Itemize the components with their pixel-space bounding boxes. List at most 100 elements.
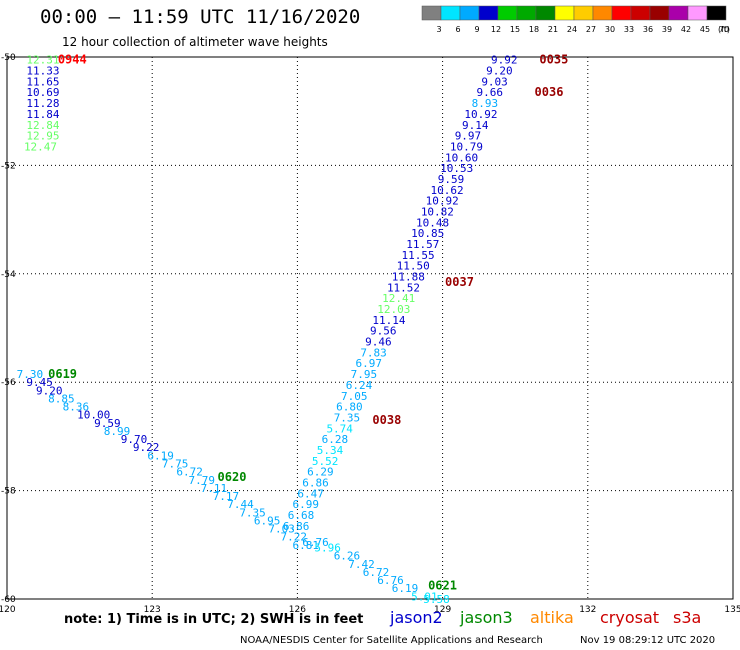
color-scale-tick: 30 <box>605 25 615 34</box>
color-scale-tick: 45 <box>700 25 710 34</box>
wave-height-label: 8.36 <box>63 401 90 414</box>
chart-subtitle: 12 hour collection of altimeter wave hei… <box>62 35 328 49</box>
wave-height-label: 11.65 <box>26 75 59 88</box>
wave-height-label: 6.72 <box>176 466 203 479</box>
color-scale-swatch <box>592 5 613 21</box>
footer-timestamp: Nov 19 08:29:12 UTC 2020 <box>580 635 716 646</box>
y-tick-label: -60 <box>1 595 16 605</box>
wave-height-label: 5.34 <box>317 444 344 457</box>
color-scale-unit: (ft) <box>718 25 730 34</box>
wave-height-label: 5.74 <box>326 422 353 435</box>
wave-height-label: 7.79 <box>189 474 216 487</box>
pass-time-label: 0944 <box>58 53 87 67</box>
wave-height-label: 7.35 <box>334 411 361 424</box>
color-scale-swatch <box>573 5 594 21</box>
wave-height-label: 7.83 <box>360 346 387 359</box>
wave-height-label: 6.86 <box>302 476 329 489</box>
wave-height-label: 6.29 <box>307 466 334 479</box>
color-scale-swatch <box>497 5 518 21</box>
color-scale-tick: 12 <box>491 25 501 34</box>
legend-altika: altika <box>530 608 574 627</box>
color-scale-tick: 3 <box>436 25 441 34</box>
pass-time-label: 0619 <box>48 367 77 381</box>
wave-height-label: 10.79 <box>450 140 483 153</box>
wave-height-label: 12.47 <box>24 140 57 153</box>
wave-height-label: 6.81 <box>293 539 320 552</box>
color-scale-tick: 21 <box>548 25 558 34</box>
wave-height-label: 6.76 <box>377 574 404 587</box>
pass-time-label: 0037 <box>445 275 474 289</box>
wave-height-label: 11.50 <box>397 260 430 273</box>
wave-height-label: 7.03 <box>268 523 295 536</box>
y-tick-label: -56 <box>1 378 16 388</box>
wave-height-label: 7.05 <box>341 390 368 403</box>
wave-height-label: 10.62 <box>431 184 464 197</box>
wave-height-label: 10.92 <box>464 108 497 121</box>
color-scale-swatch <box>649 5 670 21</box>
legend-s3a: s3a <box>673 608 702 627</box>
wave-height-label: 7.11 <box>201 482 228 495</box>
wave-height-label: 11.14 <box>372 314 405 327</box>
color-scale-tick: 70 <box>719 25 729 34</box>
x-tick-label: 120 <box>0 605 16 615</box>
wave-height-label: 9.20 <box>486 65 513 78</box>
color-scale-swatch <box>535 5 556 21</box>
wave-height-label: 6.24 <box>346 379 373 392</box>
wave-height-label: 9.97 <box>455 130 482 143</box>
wave-height-label: 6.95 <box>254 514 281 527</box>
color-scale-swatch <box>516 5 537 21</box>
chart-title: 00:00 – 11:59 UTC 11/16/2020 <box>40 6 361 28</box>
wave-height-label: 8.85 <box>48 392 75 405</box>
legend-jason3: jason3 <box>460 608 513 627</box>
wave-height-label: 6.72 <box>363 566 390 579</box>
x-tick-label: 123 <box>144 605 161 615</box>
wave-height-label: 10.85 <box>411 227 444 240</box>
wave-height-label: 12.31 <box>26 54 59 67</box>
wave-height-label: 9.66 <box>476 86 503 99</box>
wave-height-label: 6.99 <box>293 498 320 511</box>
wave-height-label: 12.84 <box>26 119 59 132</box>
wave-height-label: 9.22 <box>133 441 160 454</box>
wave-height-label: 11.55 <box>401 249 434 262</box>
color-scale-swatch <box>554 5 575 21</box>
wave-height-label: 11.84 <box>26 108 59 121</box>
x-tick-label: 129 <box>434 605 451 615</box>
color-scale-tick: 18 <box>529 25 539 34</box>
legend-jason2: jason2 <box>390 608 443 627</box>
color-scale-tick: 33 <box>624 25 634 34</box>
plot-frame <box>6 56 734 600</box>
wave-height-label: 7.17 <box>213 490 240 503</box>
wave-height-label: 9.45 <box>26 376 53 389</box>
wave-height-label: 6.80 <box>336 401 363 414</box>
color-scale-swatch <box>706 5 727 21</box>
y-tick-label: -50 <box>1 53 16 63</box>
pass-time-label: 0038 <box>372 413 401 427</box>
x-tick-label: 126 <box>289 605 306 615</box>
wave-height-label: 6.19 <box>392 582 419 595</box>
wave-height-label: 8.93 <box>472 97 499 110</box>
wave-height-label: 11.33 <box>26 65 59 78</box>
wave-height-label: 6.97 <box>355 357 382 370</box>
color-scale-swatch <box>630 5 651 21</box>
wave-height-label: 5.91 <box>411 590 438 603</box>
wave-height-label: 6.28 <box>322 433 349 446</box>
wave-height-label: 9.56 <box>370 325 397 338</box>
wave-height-label: 10.00 <box>77 409 110 422</box>
wave-height-label: 10.53 <box>440 162 473 175</box>
color-scale-swatch <box>478 5 499 21</box>
wave-height-label: 12.95 <box>26 130 59 143</box>
pass-time-label: 0036 <box>535 85 564 99</box>
wave-height-label: 11.52 <box>387 281 420 294</box>
color-scale-tick: 27 <box>586 25 596 34</box>
color-scale-swatch <box>611 5 632 21</box>
color-scale-tick: 36 <box>643 25 653 34</box>
x-tick-label: 132 <box>579 605 596 615</box>
wave-height-label: 10.92 <box>426 195 459 208</box>
wave-height-label: 11.88 <box>392 271 425 284</box>
wave-height-label: 9.03 <box>481 75 508 88</box>
y-tick-label: -52 <box>1 161 16 171</box>
wave-height-label: 7.44 <box>227 498 254 511</box>
wave-height-label: 9.14 <box>462 119 489 132</box>
wave-height-label: 12.41 <box>382 292 415 305</box>
wave-height-label: 7.35 <box>239 506 266 519</box>
